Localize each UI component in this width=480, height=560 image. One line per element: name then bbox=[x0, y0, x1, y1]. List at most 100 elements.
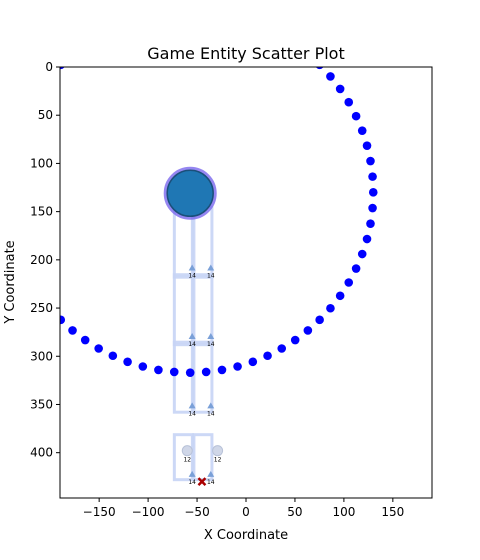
data-point bbox=[68, 50, 77, 59]
y-tick-label: 150 bbox=[30, 205, 53, 219]
data-point bbox=[263, 351, 272, 361]
data-point bbox=[249, 19, 258, 28]
x-tick-label: 150 bbox=[381, 505, 404, 519]
data-point bbox=[233, 14, 242, 23]
entity-marker-label: 14 bbox=[207, 273, 215, 280]
data-point bbox=[27, 278, 36, 287]
data-point bbox=[368, 203, 377, 213]
data-point bbox=[4, 204, 13, 213]
plot-frame bbox=[59, 66, 433, 499]
data-point bbox=[277, 32, 286, 41]
data-point bbox=[169, 367, 179, 377]
entity-marker bbox=[207, 402, 215, 409]
big-marker bbox=[166, 169, 214, 218]
data-point bbox=[36, 85, 45, 94]
data-point bbox=[277, 344, 287, 353]
data-point bbox=[366, 219, 375, 228]
entity-marker-label: 14 bbox=[188, 273, 196, 280]
entity-block bbox=[192, 340, 214, 414]
y-tick-label: 50 bbox=[38, 108, 53, 122]
data-point bbox=[36, 291, 45, 300]
entity-block bbox=[172, 433, 194, 482]
y-tick-label: 250 bbox=[30, 301, 53, 315]
data-point bbox=[186, 8, 195, 17]
data-point bbox=[14, 126, 23, 135]
plot-area: 14 14 14 14 14 14 12 12 14 14 bbox=[4, 8, 378, 486]
entity-marker bbox=[188, 264, 196, 271]
data-point bbox=[81, 40, 90, 49]
y-axis: 0 50 100 150 200 250 300 350 400 bbox=[30, 60, 60, 460]
data-point bbox=[6, 219, 15, 228]
data-point bbox=[60, 67, 65, 70]
y-tick-label: 0 bbox=[45, 60, 53, 74]
entity-marker-label: 14 bbox=[207, 479, 215, 486]
y-tick-label: 350 bbox=[30, 397, 53, 411]
entity-marker-label: 14 bbox=[207, 410, 215, 417]
data-point bbox=[202, 8, 211, 17]
data-point bbox=[315, 67, 324, 70]
x-axis: −150 −100 −50 0 50 100 150 bbox=[83, 498, 404, 519]
data-point bbox=[185, 368, 195, 377]
data-point bbox=[6, 157, 15, 166]
data-point bbox=[368, 188, 378, 197]
entity-marker bbox=[188, 332, 196, 339]
data-point bbox=[357, 126, 367, 135]
data-point bbox=[154, 365, 163, 375]
data-point bbox=[123, 19, 132, 28]
data-point bbox=[139, 14, 148, 23]
data-point bbox=[68, 326, 77, 335]
y-tick-label: 300 bbox=[30, 349, 53, 363]
data-point bbox=[60, 315, 66, 325]
data-point bbox=[335, 291, 345, 301]
data-point bbox=[362, 234, 372, 244]
entity-marker-label: 14 bbox=[188, 341, 196, 348]
x-tick-label: −50 bbox=[184, 505, 209, 519]
x-tick-label: −100 bbox=[132, 505, 165, 519]
x-tick-label: 100 bbox=[332, 505, 355, 519]
data-point bbox=[335, 84, 345, 94]
data-point bbox=[315, 315, 324, 325]
data-point bbox=[263, 25, 272, 34]
y-tick-label: 200 bbox=[30, 253, 53, 267]
data-point bbox=[326, 72, 335, 81]
entity-marker bbox=[181, 445, 193, 457]
entity-marker-label: 12 bbox=[183, 457, 191, 464]
entity-block bbox=[172, 273, 194, 347]
entity-marker bbox=[207, 264, 215, 271]
data-point bbox=[109, 25, 118, 34]
data-point bbox=[201, 367, 211, 377]
x-axis-label: X Coordinate bbox=[204, 528, 288, 543]
data-point bbox=[80, 335, 90, 345]
entity-marker bbox=[207, 332, 215, 339]
y-axis-label: Y Coordinate bbox=[3, 240, 18, 324]
data-point bbox=[344, 278, 354, 287]
data-point bbox=[248, 357, 258, 367]
data-point bbox=[123, 357, 132, 367]
data-point bbox=[344, 97, 354, 107]
data-point bbox=[94, 344, 103, 353]
x-tick-label: 0 bbox=[242, 505, 250, 519]
entity-marker-label: 14 bbox=[207, 341, 215, 348]
y-tick-label: 100 bbox=[30, 156, 53, 170]
data-point bbox=[366, 156, 375, 166]
data-point bbox=[27, 98, 36, 107]
entity-marker bbox=[207, 470, 215, 477]
entity-marker-label: 14 bbox=[188, 410, 196, 417]
data-point bbox=[217, 365, 227, 375]
data-point bbox=[108, 351, 118, 361]
data-point bbox=[218, 10, 227, 19]
data-point bbox=[20, 264, 29, 273]
data-point bbox=[351, 264, 361, 273]
data-point bbox=[20, 112, 29, 121]
x-tick-label: 50 bbox=[287, 505, 302, 519]
data-point bbox=[170, 8, 179, 17]
data-point bbox=[368, 172, 377, 181]
data-point bbox=[9, 141, 18, 150]
entity-marker-label: 14 bbox=[188, 479, 196, 486]
data-point bbox=[362, 141, 372, 150]
data-point bbox=[154, 10, 163, 19]
data-point bbox=[303, 326, 313, 335]
x-tick-label: −150 bbox=[83, 505, 116, 519]
data-point bbox=[290, 335, 300, 345]
